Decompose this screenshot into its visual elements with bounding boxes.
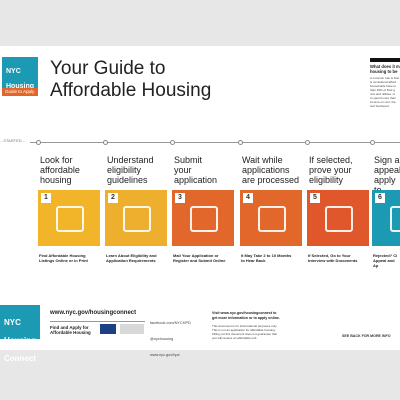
step-caption: It May Take 2 to 10 Months to Hear Back <box>241 253 292 263</box>
timeline-label: ...STARTED... <box>0 138 25 143</box>
social: facebook.com/NYCHPD @nychousing www.nyc.… <box>150 311 191 367</box>
footer-logo: NYC Housing Connect <box>0 305 40 363</box>
step-caption: Mail Your Application or Register and Su… <box>173 253 226 263</box>
step-icon <box>258 206 286 232</box>
title: Your Guide to Affordable Housing <box>50 58 212 101</box>
logo-line: Connect <box>4 354 36 363</box>
step-icon <box>390 206 400 232</box>
timeline-dot <box>103 140 108 145</box>
timeline-dot <box>305 140 310 145</box>
step-heading: Understand eligibility guidelines <box>107 155 154 185</box>
step-number: 6 <box>375 193 385 203</box>
step-box: 2 <box>105 190 167 246</box>
step-caption: Learn About Eligibility and Application … <box>106 253 157 263</box>
step-number: 1 <box>41 193 51 203</box>
social-link[interactable]: facebook.com/NYCHPD <box>150 321 191 325</box>
sidebar-body: A common rule is that is considered affo… <box>370 76 399 108</box>
logo-line: Housing <box>4 336 36 345</box>
step-box: 4 <box>240 190 302 246</box>
social-link[interactable]: www.nyc.gov/hpd <box>150 353 180 357</box>
footer-tagline: Find and Apply for Affordable Housing <box>50 325 91 336</box>
timeline-line <box>30 142 400 143</box>
social-link[interactable]: @nychousing <box>150 337 174 341</box>
step-heading: If selected, prove your eligibility <box>309 155 353 185</box>
step-box: 6 <box>372 190 400 246</box>
sidebar-bar <box>370 58 400 62</box>
step-icon <box>325 206 353 232</box>
sidebar-heading: What does it m housing to be <box>370 64 400 74</box>
footer-url: www.nyc.gov/housingconnect <box>50 310 137 316</box>
timeline-dot <box>36 140 41 145</box>
step-caption: Find Affordable Housing Listings Online … <box>39 253 88 263</box>
step-caption: If Selected, Go to Your Interview with D… <box>308 253 358 263</box>
step-heading: Look for affordable housing <box>40 155 80 185</box>
logo-line: NYC <box>4 318 21 327</box>
logo-line: Connect <box>6 97 34 105</box>
step-icon <box>190 206 218 232</box>
nyc-logo <box>100 324 116 334</box>
step-box: 1 <box>38 190 100 246</box>
logo-line: Housing <box>6 82 34 90</box>
step-box: 3 <box>172 190 234 246</box>
step-number: 2 <box>108 193 118 203</box>
step-number: 3 <box>175 193 185 203</box>
step-heading: Submit your application <box>174 155 218 185</box>
hpd-logo <box>120 324 144 334</box>
footer-info: Visit www.nyc.gov/housingconnect to get … <box>212 311 280 320</box>
logo-tag: Guide to Apply <box>2 88 38 96</box>
step-icon <box>56 206 84 232</box>
timeline-dot <box>170 140 175 145</box>
step-caption: Rejected? Cl Appeal and Ap <box>373 253 398 268</box>
divider <box>50 321 145 322</box>
step-icon <box>123 206 151 232</box>
logo-line: NYC <box>6 67 21 75</box>
step-heading: Wait while applications are processed <box>242 155 300 185</box>
timeline-dot <box>238 140 243 145</box>
footer-disclaimer: This document is for informational purpo… <box>212 324 278 340</box>
step-number: 5 <box>310 193 320 203</box>
step-number: 4 <box>243 193 253 203</box>
step-heading: Sign a appeal apply to <box>374 155 400 195</box>
see-back: SEE BACK FOR MORE INFO <box>342 334 391 338</box>
logo: NYC Housing Connect <box>2 57 38 105</box>
step-box: 5 <box>307 190 369 246</box>
timeline-dot <box>370 140 375 145</box>
